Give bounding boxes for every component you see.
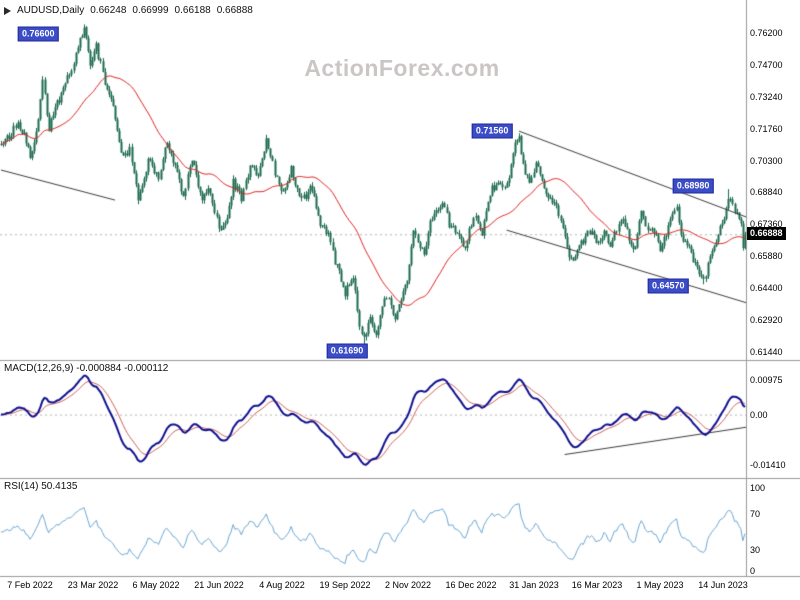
- ohlc-close: 0.66888: [216, 5, 253, 16]
- symbol-timeframe: AUDUSD,Daily: [17, 5, 85, 16]
- rsi-indicator-label: RSI(14) 50.4135: [4, 481, 78, 492]
- current-price-tag: 0.66888: [747, 227, 786, 241]
- ohlc-high: 0.66999: [132, 5, 169, 16]
- watermark: ActionForex.com: [304, 55, 500, 81]
- chart-icon: [4, 6, 11, 15]
- ohlc-low: 0.66188: [174, 5, 211, 16]
- macd-indicator-label: MACD(12,26,9) -0.000884 -0.000112: [4, 363, 169, 374]
- ohlc-open: 0.66248: [90, 5, 127, 16]
- symbol-ohlc-header: AUDUSD,Daily 0.66248 0.66999 0.66188 0.6…: [4, 5, 253, 16]
